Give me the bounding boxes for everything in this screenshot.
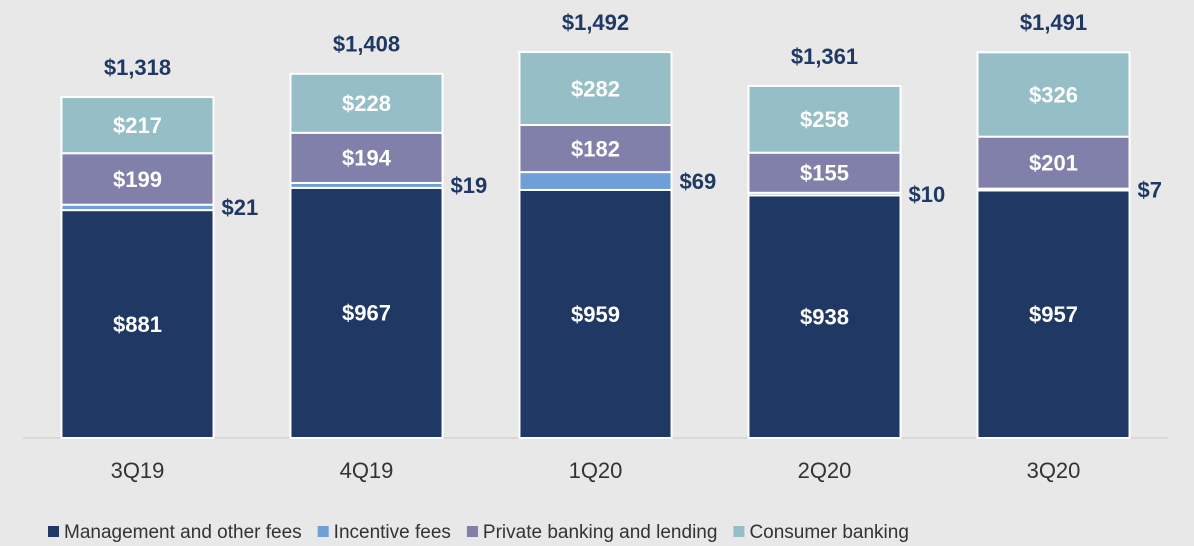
bar-segment — [976, 135, 1131, 190]
data-label: $10 — [909, 182, 946, 207]
data-label: $258 — [800, 107, 849, 132]
legend-marker — [48, 526, 59, 537]
data-label: $7 — [1138, 177, 1162, 202]
data-label: $326 — [1029, 82, 1078, 107]
data-label: $199 — [113, 167, 162, 192]
legend-marker — [317, 526, 329, 537]
bar-segment — [60, 96, 215, 155]
legend-label: Incentive fees — [334, 522, 451, 543]
data-label: $19 — [451, 173, 488, 198]
data-label: $155 — [800, 161, 849, 186]
bar-segment — [289, 186, 444, 439]
total-label: $1,318 — [104, 55, 171, 80]
bar-segment — [289, 131, 444, 184]
data-label: $201 — [1029, 150, 1078, 175]
data-label: $217 — [113, 113, 162, 138]
bar-segment — [976, 189, 1131, 439]
data-label: $194 — [342, 146, 392, 171]
bar-segment — [976, 51, 1131, 138]
x-tick-label: 1Q20 — [569, 458, 623, 483]
data-label: $228 — [342, 91, 391, 116]
bar-segment — [747, 151, 902, 194]
data-label: $967 — [342, 301, 391, 326]
legend-marker — [733, 526, 745, 537]
legend-label: Private banking and lending — [483, 522, 718, 543]
x-tick-label: 2Q20 — [798, 458, 852, 483]
bar-segment — [289, 72, 444, 134]
data-label: $938 — [800, 304, 849, 329]
x-tick-label: 3Q19 — [111, 458, 165, 483]
bar-segment — [518, 171, 673, 191]
data-label: $959 — [571, 302, 620, 327]
bar-segment — [518, 51, 673, 127]
bar-segment — [60, 152, 215, 206]
x-tick-label: 4Q19 — [340, 458, 394, 483]
data-label: $182 — [571, 136, 620, 161]
bar-segment — [60, 209, 215, 439]
bar-segment — [747, 194, 902, 439]
legend-marker — [466, 526, 478, 537]
bar-segment — [747, 84, 902, 154]
x-tick-label: 3Q20 — [1027, 458, 1081, 483]
legend-label: Consumer banking — [749, 522, 908, 543]
legend-label: Management and other fees — [64, 522, 302, 543]
bar-segment — [518, 124, 673, 174]
bar-segment — [518, 188, 673, 439]
data-label: $957 — [1029, 302, 1078, 327]
data-label: $282 — [571, 76, 620, 101]
data-label: $881 — [113, 312, 162, 337]
data-label: $69 — [680, 169, 717, 194]
total-label: $1,361 — [791, 44, 858, 69]
data-label: $21 — [222, 195, 259, 220]
total-label: $1,408 — [333, 32, 400, 57]
total-label: $1,492 — [562, 10, 629, 35]
total-label: $1,491 — [1020, 10, 1087, 35]
